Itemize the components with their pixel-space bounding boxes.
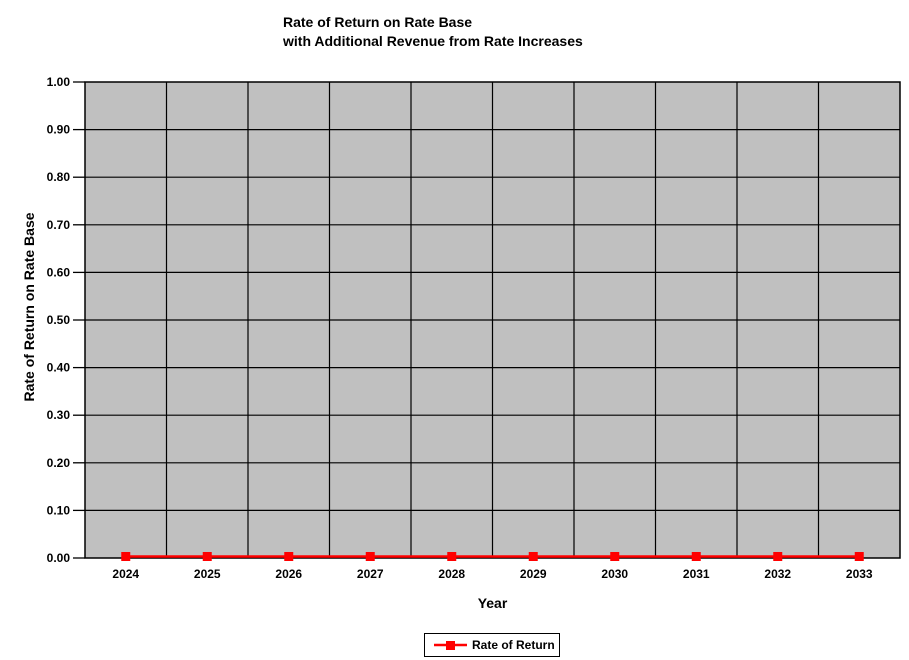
series-marker [365, 552, 375, 561]
series-marker [202, 552, 212, 561]
x-tick-label: 2025 [194, 567, 221, 581]
x-axis-title: Year [477, 595, 508, 611]
series-marker [447, 552, 457, 561]
y-axis-title: Rate of Return on Rate Base [21, 212, 37, 402]
y-tick-label: 0.10 [47, 503, 71, 517]
y-tick-label: 0.60 [47, 265, 71, 279]
legend: Rate of Return [424, 633, 560, 657]
y-tick-label: 0.70 [47, 218, 71, 232]
series-marker [691, 552, 701, 561]
x-tick-label: 2029 [520, 567, 547, 581]
x-tick-label: 2028 [438, 567, 465, 581]
y-tick-label: 0.20 [47, 456, 71, 470]
legend-series-swatch [434, 641, 467, 650]
series-marker [773, 552, 783, 561]
y-tick-label: 0.80 [47, 170, 71, 184]
chart-title-line2: with Additional Revenue from Rate Increa… [283, 33, 583, 49]
legend-label: Rate of Return [472, 638, 555, 652]
y-tick-label: 1.00 [47, 75, 71, 89]
series-marker [121, 552, 131, 561]
series-marker [854, 552, 864, 561]
x-tick-label: 2024 [112, 567, 139, 581]
y-tick-label: 0.00 [47, 551, 71, 565]
chart-title-line1: Rate of Return on Rate Base [283, 14, 473, 30]
series-marker [528, 552, 538, 561]
series-marker [284, 552, 294, 561]
x-tick-label: 2032 [764, 567, 791, 581]
x-tick-label: 2031 [683, 567, 710, 581]
plot-border [84, 81, 901, 559]
y-tick-label: 0.50 [47, 313, 71, 327]
series-marker [610, 552, 620, 561]
x-tick-label: 2033 [846, 567, 873, 581]
x-tick-label: 2026 [275, 567, 302, 581]
y-tick-label: 0.30 [47, 408, 71, 422]
y-tick-label: 0.40 [47, 361, 71, 375]
legend-marker [446, 641, 455, 650]
x-tick-label: 2030 [601, 567, 628, 581]
x-tick-label: 2027 [357, 567, 384, 581]
y-tick-label: 0.90 [47, 123, 71, 137]
chart-title: Rate of Return on Rate Base with Additio… [283, 13, 583, 51]
